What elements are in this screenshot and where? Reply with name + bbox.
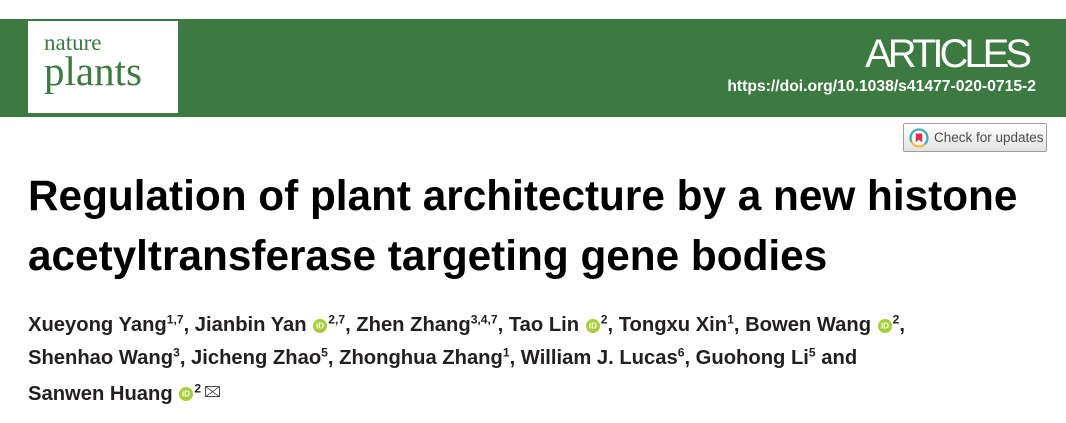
svg-text:iD: iD bbox=[589, 321, 597, 330]
svg-text:iD: iD bbox=[881, 321, 889, 330]
svg-text:iD: iD bbox=[316, 321, 324, 330]
svg-text:iD: iD bbox=[182, 390, 190, 399]
